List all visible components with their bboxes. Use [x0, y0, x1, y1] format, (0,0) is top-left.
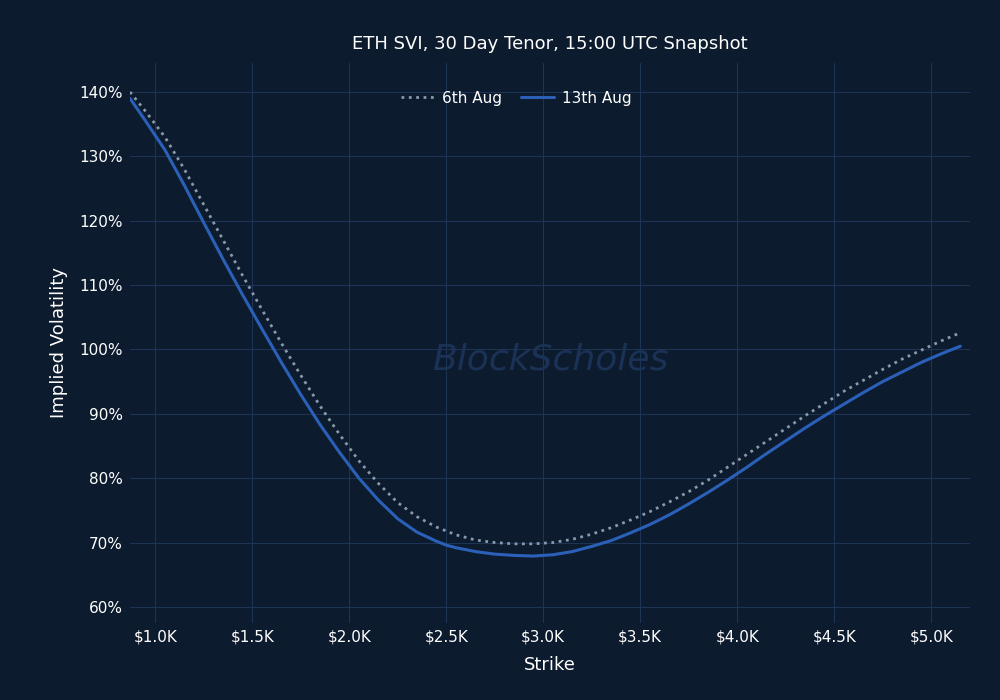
13th Aug [392, 514, 404, 523]
13th Aug [124, 94, 136, 103]
6th Aug [683, 487, 695, 496]
6th Aug [489, 538, 501, 547]
13th Aug [819, 412, 831, 420]
13th Aug [547, 551, 559, 559]
6th Aug [372, 479, 384, 487]
6th Aug [469, 536, 481, 544]
6th Aug [528, 540, 540, 548]
6th Aug [799, 412, 811, 420]
13th Aug [508, 551, 520, 559]
Text: BlockScholes: BlockScholes [432, 343, 668, 377]
6th Aug [334, 430, 346, 439]
6th Aug [741, 450, 753, 459]
13th Aug [780, 437, 792, 445]
6th Aug [838, 387, 850, 395]
13th Aug [489, 550, 501, 559]
13th Aug [702, 488, 714, 496]
13th Aug [838, 400, 850, 408]
6th Aug [954, 328, 966, 337]
6th Aug [547, 538, 559, 547]
6th Aug [508, 540, 520, 548]
6th Aug [586, 530, 598, 538]
6th Aug [353, 456, 365, 465]
13th Aug [683, 500, 695, 508]
6th Aug [644, 508, 656, 516]
6th Aug [896, 355, 908, 363]
Line: 6th Aug: 6th Aug [130, 92, 960, 544]
6th Aug [124, 88, 136, 96]
13th Aug [372, 496, 384, 504]
13th Aug [275, 358, 287, 367]
13th Aug [178, 181, 190, 190]
13th Aug [663, 511, 675, 519]
6th Aug [877, 365, 889, 374]
6th Aug [295, 371, 307, 379]
Line: 13th Aug: 13th Aug [130, 99, 960, 556]
X-axis label: Strike: Strike [524, 656, 576, 674]
6th Aug [256, 305, 268, 314]
13th Aug [256, 325, 268, 333]
6th Aug [411, 512, 423, 521]
13th Aug [896, 368, 908, 376]
Title: ETH SVI, 30 Day Tenor, 15:00 UTC Snapshot: ETH SVI, 30 Day Tenor, 15:00 UTC Snapsho… [352, 35, 748, 53]
6th Aug [392, 498, 404, 507]
13th Aug [140, 117, 152, 125]
6th Aug [275, 339, 287, 347]
6th Aug [663, 498, 675, 506]
13th Aug [528, 552, 540, 560]
13th Aug [469, 547, 481, 556]
6th Aug [159, 133, 171, 141]
13th Aug [353, 474, 365, 482]
6th Aug [566, 535, 578, 543]
6th Aug [625, 516, 637, 524]
13th Aug [295, 391, 307, 399]
6th Aug [605, 524, 617, 532]
13th Aug [217, 255, 229, 263]
13th Aug [954, 342, 966, 351]
6th Aug [450, 531, 462, 539]
13th Aug [722, 476, 734, 484]
6th Aug [314, 402, 326, 410]
13th Aug [237, 290, 249, 299]
13th Aug [857, 389, 869, 397]
13th Aug [741, 463, 753, 471]
13th Aug [411, 528, 423, 536]
6th Aug [140, 107, 152, 116]
13th Aug [159, 146, 171, 154]
6th Aug [217, 236, 229, 244]
13th Aug [440, 541, 452, 550]
13th Aug [877, 377, 889, 386]
6th Aug [440, 527, 452, 536]
Legend: 6th Aug, 13th Aug: 6th Aug, 13th Aug [395, 85, 638, 112]
6th Aug [237, 271, 249, 279]
13th Aug [644, 520, 656, 528]
6th Aug [431, 523, 443, 531]
6th Aug [178, 165, 190, 174]
6th Aug [760, 438, 772, 446]
6th Aug [857, 376, 869, 384]
13th Aug [916, 358, 928, 367]
13th Aug [760, 449, 772, 458]
6th Aug [819, 399, 831, 407]
13th Aug [334, 448, 346, 456]
6th Aug [780, 424, 792, 433]
6th Aug [935, 337, 947, 345]
13th Aug [450, 543, 462, 552]
13th Aug [586, 542, 598, 551]
6th Aug [198, 200, 210, 209]
13th Aug [605, 536, 617, 545]
13th Aug [431, 537, 443, 545]
13th Aug [566, 547, 578, 556]
6th Aug [722, 463, 734, 471]
13th Aug [198, 218, 210, 227]
13th Aug [625, 528, 637, 537]
13th Aug [314, 421, 326, 429]
6th Aug [702, 476, 714, 484]
6th Aug [916, 346, 928, 354]
13th Aug [799, 424, 811, 432]
13th Aug [935, 350, 947, 358]
Y-axis label: Implied Volatility: Implied Volatility [50, 267, 68, 419]
